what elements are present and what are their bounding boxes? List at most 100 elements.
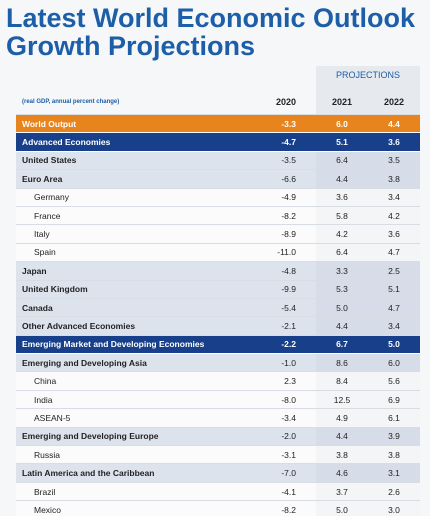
table-row: Spain -11.0 6.4 4.7 — [16, 243, 420, 263]
value-cell: 3.5 — [368, 151, 420, 171]
value-cell: 5.3 — [316, 280, 368, 299]
row-label: Euro Area — [16, 169, 234, 189]
value-cell: 5.0 — [316, 298, 368, 318]
row-label: Spain — [16, 243, 234, 263]
value-cell: 3.3 — [316, 261, 368, 281]
table-row: Canada -5.4 5.0 4.7 — [16, 298, 420, 318]
value-cell: 6.1 — [368, 408, 420, 428]
value-cell: 6.0 — [316, 114, 368, 134]
table-row: Germany -4.9 3.6 3.4 — [16, 188, 420, 207]
row-label: Germany — [16, 188, 234, 207]
value-cell: 3.9 — [368, 427, 420, 447]
row-label: Emerging and Developing Europe — [16, 427, 234, 447]
value-cell: 5.1 — [316, 132, 368, 152]
value-cell: 4.6 — [316, 463, 368, 483]
row-label: United States — [16, 151, 234, 171]
table-row: Russia -3.1 3.8 3.8 — [16, 445, 420, 465]
table-row: Emerging and Developing Asia -1.0 8.6 6.0 — [16, 353, 420, 373]
value-cell: -3.3 — [234, 114, 316, 134]
value-cell: 3.7 — [316, 482, 368, 502]
value-cell: -3.1 — [234, 445, 316, 465]
value-cell: -7.0 — [234, 463, 316, 483]
projections-label: PROJECTIONS — [335, 70, 400, 80]
value-cell: -3.5 — [234, 151, 316, 171]
value-cell: 6.9 — [368, 390, 420, 410]
value-cell: 3.1 — [368, 463, 420, 483]
table-row: Japan -4.8 3.3 2.5 — [16, 261, 420, 281]
column-header: 2021 — [316, 90, 368, 115]
row-label: Italy — [16, 224, 234, 244]
value-cell: 4.9 — [316, 408, 368, 428]
value-cell: -4.1 — [234, 482, 316, 502]
table-row: Advanced Economies -4.7 5.1 3.6 — [16, 132, 420, 152]
row-label: Brazil — [16, 482, 234, 502]
row-label: Russia — [16, 445, 234, 465]
table-row: Other Advanced Economies -2.1 4.4 3.4 — [16, 316, 420, 336]
table-row: Emerging and Developing Europe -2.0 4.4 3.9 — [16, 427, 420, 447]
value-cell: -9.9 — [234, 280, 316, 299]
value-cell: 4.4 — [316, 427, 368, 447]
row-label: World Output — [16, 114, 234, 134]
value-cell: -2.0 — [234, 427, 316, 447]
value-cell: 5.1 — [368, 280, 420, 299]
value-cell: -8.0 — [234, 390, 316, 410]
table-row: World Output -3.3 6.0 4.4 — [16, 114, 420, 134]
table-row: Euro Area -6.6 4.4 3.8 — [16, 169, 420, 189]
value-cell: 8.6 — [316, 353, 368, 373]
table-row: United Kingdom -9.9 5.3 5.1 — [16, 280, 420, 299]
title: Latest World Economic Outlook — [6, 3, 416, 33]
value-cell: -8.2 — [234, 206, 316, 226]
value-cell: 6.0 — [368, 353, 420, 373]
value-cell: -6.6 — [234, 169, 316, 189]
value-cell: 3.4 — [368, 188, 420, 207]
value-cell: -4.8 — [234, 261, 316, 281]
value-cell: 4.4 — [316, 316, 368, 336]
value-cell: 3.8 — [368, 169, 420, 189]
title: Growth Projections — [6, 31, 256, 61]
value-cell: -1.0 — [234, 353, 316, 373]
value-cell: 2.3 — [234, 371, 316, 391]
value-cell: -3.4 — [234, 408, 316, 428]
row-label: Mexico — [16, 500, 234, 516]
value-cell: -4.9 — [234, 188, 316, 207]
table-row: France -8.2 5.8 4.2 — [16, 206, 420, 226]
table-row: China 2.3 8.4 5.6 — [16, 371, 420, 391]
value-cell: 3.6 — [316, 188, 368, 207]
row-label: Emerging Market and Developing Economies — [16, 335, 234, 355]
table: (real GDP, annual percent change) 2020 202… — [16, 90, 420, 516]
row-label: Latin America and the Caribbean — [16, 463, 234, 483]
value-cell: 5.8 — [316, 206, 368, 226]
value-cell: -4.7 — [234, 132, 316, 152]
value-cell: -8.2 — [234, 500, 316, 516]
value-cell: -5.4 — [234, 298, 316, 318]
value-cell: -11.0 — [234, 243, 316, 263]
row-label: Other Advanced Economies — [16, 316, 234, 336]
value-cell: 4.7 — [368, 243, 420, 263]
header-row: (real GDP, annual percent change) 2020 202… — [16, 90, 420, 115]
value-cell: 4.7 — [368, 298, 420, 318]
row-label: United Kingdom — [16, 280, 234, 299]
value-cell: 3.4 — [368, 316, 420, 336]
value-cell: 3.8 — [316, 445, 368, 465]
value-cell: -2.2 — [234, 335, 316, 355]
value-cell: 5.0 — [368, 335, 420, 355]
table-row: Italy -8.9 4.2 3.6 — [16, 224, 420, 244]
row-label: Advanced Economies — [16, 132, 234, 152]
row-label: ASEAN-5 — [16, 408, 234, 428]
value-cell: 4.4 — [368, 114, 420, 134]
value-cell: 6.4 — [316, 243, 368, 263]
row-label: Japan — [16, 261, 234, 281]
value-cell: 2.5 — [368, 261, 420, 281]
column-header: 2020 — [234, 90, 316, 115]
table-row: Latin America and the Caribbean -7.0 4.6 3.… — [16, 463, 420, 483]
value-cell: 3.8 — [368, 445, 420, 465]
value-cell: 6.4 — [316, 151, 368, 171]
value-cell: 3.6 — [368, 132, 420, 152]
value-cell: 4.2 — [368, 206, 420, 226]
table-row: Mexico -8.2 5.0 3.0 — [16, 500, 420, 516]
row-label: Emerging and Developing Asia — [16, 353, 234, 373]
row-label: Canada — [16, 298, 234, 318]
value-cell: 12.5 — [316, 390, 368, 410]
row-label: France — [16, 206, 234, 226]
